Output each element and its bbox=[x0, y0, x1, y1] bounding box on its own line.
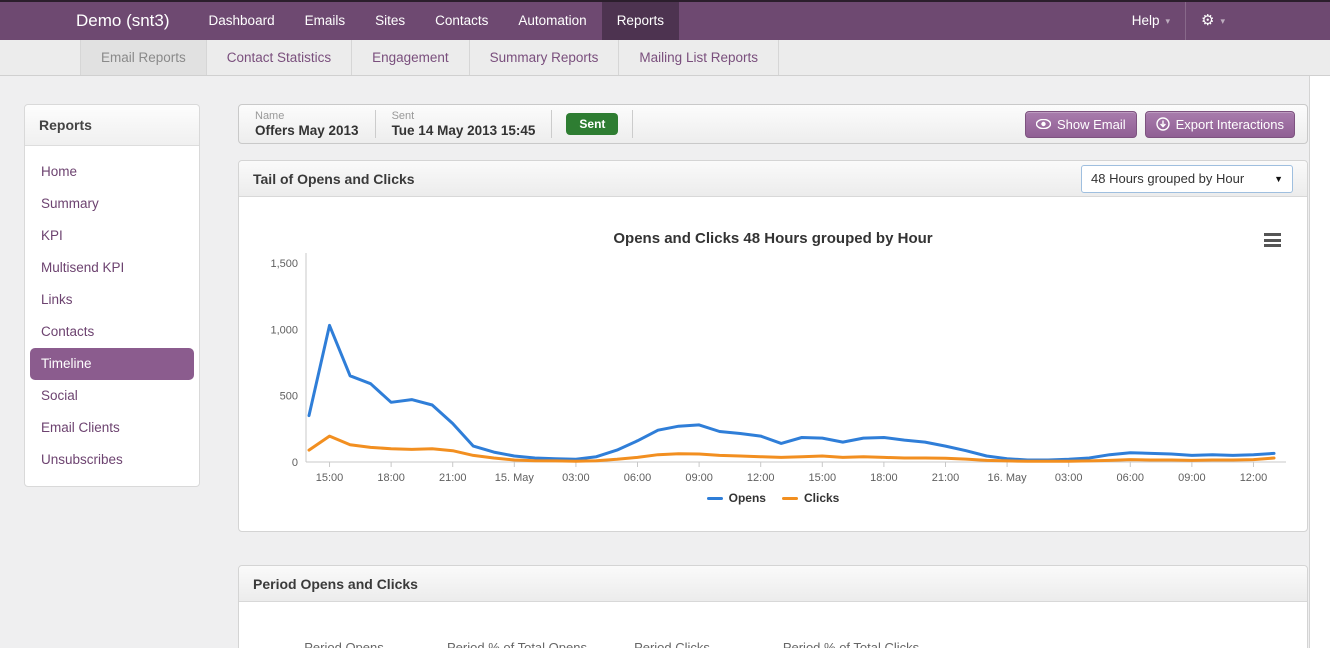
divider bbox=[632, 110, 633, 138]
navbar-right: Help ▾ ⚙ ▾ bbox=[1117, 2, 1240, 40]
nav-item-sites[interactable]: Sites bbox=[360, 2, 420, 40]
period-table-header-row: Period Opens Period % of Total Opens Per… bbox=[269, 638, 1307, 648]
svg-text:06:00: 06:00 bbox=[624, 472, 652, 484]
show-email-label: Show Email bbox=[1057, 117, 1126, 132]
main-menu: Dashboard Emails Sites Contacts Automati… bbox=[194, 2, 679, 40]
settings-menu[interactable]: ⚙ ▾ bbox=[1186, 2, 1240, 40]
svg-text:12:00: 12:00 bbox=[1240, 472, 1268, 484]
divider bbox=[551, 110, 552, 138]
campaign-info-bar: Name Offers May 2013 Sent Tue 14 May 201… bbox=[238, 104, 1308, 144]
sidebar-item-timeline[interactable]: Timeline bbox=[30, 348, 194, 380]
campaign-name-block: Name Offers May 2013 bbox=[239, 110, 375, 139]
chart-area: Opens and Clicks 48 Hours grouped by Hou… bbox=[239, 197, 1307, 532]
caret-down-icon: ▾ bbox=[1165, 2, 1170, 40]
tab-summary-reports[interactable]: Summary Reports bbox=[470, 40, 620, 75]
period-panel-title: Period Opens and Clicks bbox=[253, 576, 418, 592]
sidebar-item-summary[interactable]: Summary bbox=[25, 188, 199, 220]
svg-text:500: 500 bbox=[280, 391, 298, 403]
tab-contact-statistics[interactable]: Contact Statistics bbox=[207, 40, 352, 75]
eye-icon bbox=[1036, 119, 1051, 129]
nav-item-emails[interactable]: Emails bbox=[290, 2, 361, 40]
svg-text:21:00: 21:00 bbox=[439, 472, 467, 484]
name-label: Name bbox=[255, 110, 359, 123]
campaign-name-value: Offers May 2013 bbox=[255, 123, 359, 139]
sidebar-item-home[interactable]: Home bbox=[25, 156, 199, 188]
column-header-period-pct-opens: Period % of Total Opens bbox=[419, 638, 615, 648]
sidebar-item-email-clients[interactable]: Email Clients bbox=[25, 412, 199, 444]
svg-text:09:00: 09:00 bbox=[1178, 472, 1206, 484]
legend-item-opens[interactable]: Opens bbox=[707, 491, 766, 505]
nav-item-contacts[interactable]: Contacts bbox=[420, 2, 503, 40]
period-panel-header: Period Opens and Clicks bbox=[239, 566, 1307, 602]
opens-legend-label: Opens bbox=[729, 491, 766, 505]
show-email-button[interactable]: Show Email bbox=[1025, 111, 1137, 138]
chevron-down-icon: ▼ bbox=[1274, 174, 1283, 184]
download-circle-icon bbox=[1156, 117, 1170, 131]
svg-text:12:00: 12:00 bbox=[747, 472, 775, 484]
help-menu[interactable]: Help ▾ bbox=[1117, 2, 1185, 40]
svg-text:06:00: 06:00 bbox=[1117, 472, 1145, 484]
grouping-select[interactable]: 48 Hours grouped by Hour ▼ bbox=[1081, 165, 1293, 193]
top-navbar: Demo (snt3) Dashboard Emails Sites Conta… bbox=[0, 0, 1330, 40]
nav-item-dashboard[interactable]: Dashboard bbox=[194, 2, 290, 40]
reports-sidebar: Reports Home Summary KPI Multisend KPI L… bbox=[24, 104, 200, 487]
svg-text:03:00: 03:00 bbox=[562, 472, 590, 484]
tab-engagement[interactable]: Engagement bbox=[352, 40, 470, 75]
grouping-select-value: 48 Hours grouped by Hour bbox=[1091, 171, 1244, 186]
tail-chart-panel-header: Tail of Opens and Clicks 48 Hours groupe… bbox=[239, 161, 1307, 197]
column-header-period-clicks: Period Clicks bbox=[615, 638, 729, 648]
report-subnav: Email Reports Contact Statistics Engagem… bbox=[0, 40, 1330, 76]
tab-mailing-list-reports[interactable]: Mailing List Reports bbox=[619, 40, 779, 75]
sidebar-item-links[interactable]: Links bbox=[25, 284, 199, 316]
svg-text:15:00: 15:00 bbox=[316, 472, 344, 484]
help-label: Help bbox=[1132, 2, 1160, 40]
opens-clicks-line-chart: 0 500 1,000 1,500 15:00 18:00 21:00 15. May 03:0… bbox=[239, 197, 1307, 489]
sidebar-item-social[interactable]: Social bbox=[25, 380, 199, 412]
status-badge: Sent bbox=[566, 113, 618, 135]
sent-date-value: Tue 14 May 2013 15:45 bbox=[392, 123, 536, 139]
svg-text:0: 0 bbox=[292, 457, 298, 469]
svg-text:15:00: 15:00 bbox=[809, 472, 837, 484]
svg-text:15. May: 15. May bbox=[495, 472, 535, 484]
clicks-line-swatch bbox=[782, 497, 798, 500]
opens-line-swatch bbox=[707, 497, 723, 500]
sidebar-item-contacts[interactable]: Contacts bbox=[25, 316, 199, 348]
column-header-period-pct-clicks: Period % of Total Clicks bbox=[729, 638, 973, 648]
svg-text:18:00: 18:00 bbox=[870, 472, 898, 484]
info-bar-actions: Show Email Export Interactions bbox=[1025, 111, 1295, 138]
sidebar-item-multisend-kpi[interactable]: Multisend KPI bbox=[25, 252, 199, 284]
right-gutter bbox=[1309, 76, 1330, 648]
clicks-legend-label: Clicks bbox=[804, 491, 839, 505]
nav-item-automation[interactable]: Automation bbox=[503, 2, 601, 40]
sidebar-title: Reports bbox=[25, 105, 199, 146]
svg-text:03:00: 03:00 bbox=[1055, 472, 1083, 484]
tail-chart-panel: Tail of Opens and Clicks 48 Hours groupe… bbox=[238, 160, 1308, 532]
sidebar-item-kpi[interactable]: KPI bbox=[25, 220, 199, 252]
svg-text:1,000: 1,000 bbox=[270, 324, 298, 336]
export-interactions-button[interactable]: Export Interactions bbox=[1145, 111, 1295, 138]
svg-text:18:00: 18:00 bbox=[377, 472, 405, 484]
svg-text:21:00: 21:00 bbox=[932, 472, 960, 484]
caret-down-icon: ▾ bbox=[1220, 2, 1225, 40]
brand-logo[interactable]: Demo (snt3) bbox=[76, 2, 170, 40]
svg-text:09:00: 09:00 bbox=[685, 472, 713, 484]
svg-text:1,500: 1,500 bbox=[270, 258, 298, 270]
gear-icon: ⚙ bbox=[1201, 2, 1214, 40]
sent-label: Sent bbox=[392, 110, 536, 123]
sidebar-item-unsubscribes[interactable]: Unsubscribes bbox=[25, 444, 199, 476]
tab-email-reports[interactable]: Email Reports bbox=[80, 40, 207, 75]
chart-legend: Opens Clicks bbox=[239, 491, 1307, 505]
export-interactions-label: Export Interactions bbox=[1176, 117, 1284, 132]
tail-chart-panel-title: Tail of Opens and Clicks bbox=[253, 171, 415, 187]
svg-text:16. May: 16. May bbox=[988, 472, 1028, 484]
app-window: Demo (snt3) Dashboard Emails Sites Conta… bbox=[0, 0, 1330, 648]
period-opens-clicks-panel: Period Opens and Clicks Period Opens Per… bbox=[238, 565, 1308, 648]
subnav-tabs: Email Reports Contact Statistics Engagem… bbox=[80, 40, 779, 75]
legend-item-clicks[interactable]: Clicks bbox=[782, 491, 839, 505]
sidebar-list: Home Summary KPI Multisend KPI Links Con… bbox=[25, 146, 199, 476]
sent-date-block: Sent Tue 14 May 2013 15:45 bbox=[376, 110, 552, 139]
column-header-period-opens: Period Opens bbox=[269, 638, 419, 648]
nav-item-reports[interactable]: Reports bbox=[602, 2, 679, 40]
